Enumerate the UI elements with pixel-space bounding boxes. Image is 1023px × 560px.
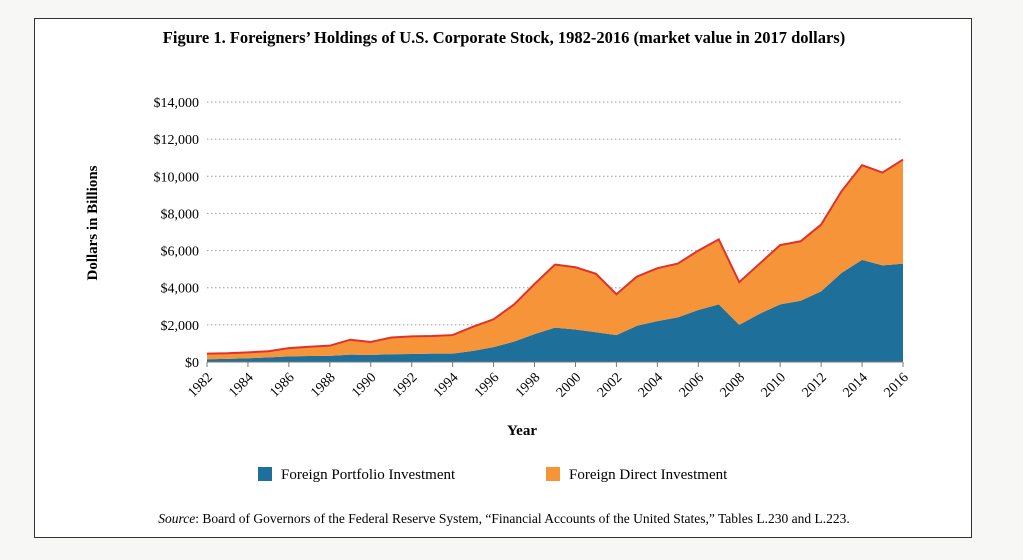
y-tick-label: $2,000: [161, 319, 200, 334]
x-tick-label: 2012: [800, 370, 830, 400]
legend-item-direct: Foreign Direct Investment: [546, 467, 728, 483]
total-outline: [206, 158, 904, 355]
legend-swatch-direct: [546, 467, 560, 481]
x-tick-label: 1984: [226, 370, 256, 400]
x-tick-label: 2010: [759, 370, 789, 400]
x-tick-label: 1996: [472, 370, 502, 400]
area-direct: [207, 159, 903, 360]
y-tick-label: $8,000: [161, 207, 200, 222]
chart: Figure 1. Foreigners’ Holdings of U.S. C…: [85, 28, 912, 526]
chart-frame: Figure 1. Foreigners’ Holdings of U.S. C…: [34, 18, 972, 538]
y-tick-label: $10,000: [154, 170, 200, 185]
y-tick-label: $0: [185, 356, 199, 371]
x-axis: 1982 1984 1986 1988 1990 1992 1994 1996 1998 2000…: [185, 361, 912, 401]
x-tick-label: 1990: [349, 370, 379, 400]
y-axis: $0 $2,000 $4,000 $6,000 $8,000 $10,000 $12,000…: [154, 96, 200, 371]
x-axis-label: Year: [507, 423, 537, 439]
source-label: Source: [158, 511, 195, 526]
x-tick-label: 1994: [431, 370, 461, 400]
legend-item-portfolio: Foreign Portfolio Investment: [258, 467, 456, 483]
area-portfolio: [207, 259, 903, 362]
legend: Foreign Portfolio Investment Foreign Dir…: [258, 467, 728, 483]
legend-label-portfolio: Foreign Portfolio Investment: [281, 467, 456, 483]
source-text: : Board of Governors of the Federal Rese…: [195, 511, 850, 526]
x-tick-label: 2004: [636, 370, 666, 400]
x-tick-label: 2008: [718, 370, 748, 400]
legend-label-direct: Foreign Direct Investment: [569, 467, 728, 483]
x-tick-label: 1982: [185, 370, 215, 400]
x-tick-label: 2000: [554, 370, 584, 400]
y-axis-label: Dollars in Billions: [85, 165, 101, 280]
gridlines: [207, 101, 903, 326]
chart-title: Figure 1. Foreigners’ Holdings of U.S. C…: [163, 28, 845, 47]
x-tick-label: 2014: [840, 370, 870, 400]
x-tick-label: 1986: [267, 370, 297, 400]
area-series: [206, 158, 904, 362]
x-tick-label: 1988: [308, 370, 338, 400]
source-note: Source: Board of Governors of the Federa…: [158, 511, 850, 526]
y-tick-label: $14,000: [154, 96, 200, 111]
x-tick-label: 2002: [595, 370, 625, 400]
y-tick-label: $6,000: [161, 245, 200, 260]
y-tick-label: $4,000: [161, 282, 200, 297]
legend-swatch-portfolio: [258, 467, 272, 481]
y-tick-label: $12,000: [154, 133, 200, 148]
x-tick-label: 1992: [390, 370, 420, 400]
x-tick-label: 2006: [677, 370, 707, 400]
x-tick-label: 2016: [881, 370, 911, 400]
x-tick-label: 1998: [513, 370, 543, 400]
